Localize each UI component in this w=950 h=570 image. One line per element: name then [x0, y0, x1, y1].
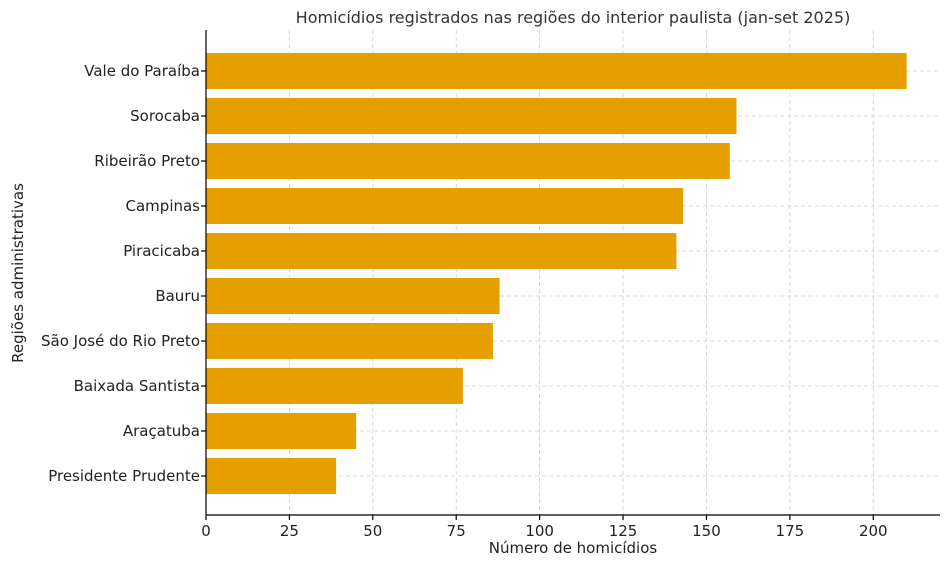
y-tick-label: Piracicaba	[123, 242, 200, 260]
bar	[206, 98, 737, 134]
x-tick-label: 175	[776, 522, 805, 540]
bar	[206, 413, 357, 449]
bar	[206, 458, 337, 494]
bars	[206, 53, 907, 494]
bar	[206, 368, 463, 404]
x-tick-label: 100	[525, 522, 554, 540]
x-tick-label: 125	[609, 522, 638, 540]
bar	[206, 278, 500, 314]
x-tick-label: 0	[201, 522, 211, 540]
bar	[206, 53, 907, 89]
x-tick-label: 200	[859, 522, 888, 540]
bar	[206, 188, 684, 224]
x-axis-ticks: 0 25 50 75 100 125 150 175 200	[201, 515, 888, 540]
x-tick-label: 25	[280, 522, 299, 540]
y-tick-label: Campinas	[126, 197, 201, 215]
y-tick-label: Araçatuba	[123, 422, 200, 440]
y-tick-label: Vale do Paraíba	[84, 62, 200, 80]
y-tick-label: São José do Rio Preto	[41, 332, 200, 350]
y-tick-label: Bauru	[155, 287, 200, 305]
bar	[206, 233, 677, 269]
x-tick-label: 50	[363, 522, 382, 540]
y-tick-label: Ribeirão Preto	[94, 152, 200, 170]
y-tick-label: Presidente Prudente	[48, 467, 200, 485]
y-tick-label: Baixada Santista	[74, 377, 200, 395]
y-axis-label: Regiões administrativas	[9, 183, 27, 363]
x-axis-label: Número de homicídios	[489, 539, 658, 557]
x-tick-label: 150	[692, 522, 721, 540]
bar	[206, 143, 730, 179]
chart-title: Homicídios registrados nas regiões do in…	[296, 8, 851, 27]
x-tick-label: 75	[447, 522, 466, 540]
y-tick-label: Sorocaba	[130, 107, 200, 125]
bar	[206, 323, 493, 359]
y-axis-ticks: Vale do Paraíba Sorocaba Ribeirão Preto Cam…	[41, 62, 206, 485]
